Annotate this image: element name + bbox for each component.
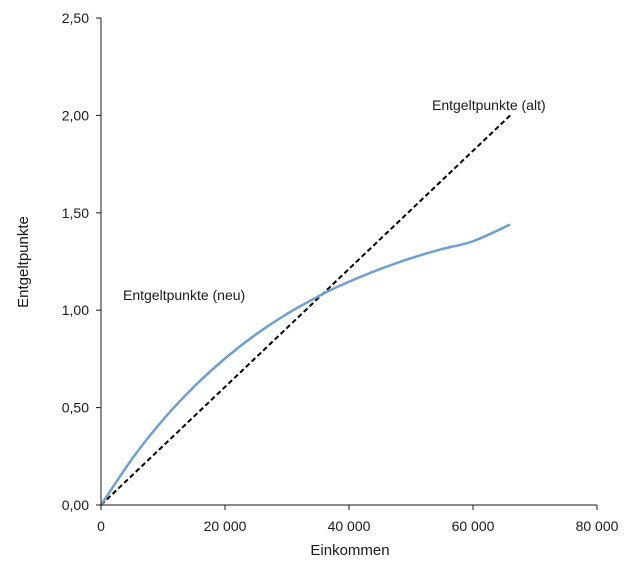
y-tick-label: 1,00 <box>62 302 89 318</box>
series-line-alt <box>100 114 511 506</box>
y-axis-title: Entgeltpunkte <box>15 216 32 308</box>
y-tick-label: 2,50 <box>62 10 89 26</box>
y-tick-label: 1,50 <box>62 205 89 221</box>
x-tick-label: 20 000 <box>204 518 247 534</box>
plot-area <box>99 114 511 506</box>
x-tick-label: 60 000 <box>452 518 495 534</box>
x-tick-label: 40 000 <box>328 518 371 534</box>
y-tick-label: 0,50 <box>62 400 89 416</box>
series-line-neu <box>99 223 511 506</box>
series-label-alt: Entgeltpunkte (alt) <box>432 97 546 113</box>
y-tick-label: 0,00 <box>62 497 89 513</box>
y-tick-label: 2,00 <box>62 107 89 123</box>
x-axis-title: Einkommen <box>310 542 389 559</box>
axis-ticks: 0,00 0,50 1,00 1,50 2,00 2,50 0 20 000 40 000 60 … <box>62 10 619 534</box>
series-label-neu: Entgeltpunkte (neu) <box>123 287 245 303</box>
x-tick-label: 0 <box>97 518 105 534</box>
x-tick-label: 80 000 <box>576 518 619 534</box>
